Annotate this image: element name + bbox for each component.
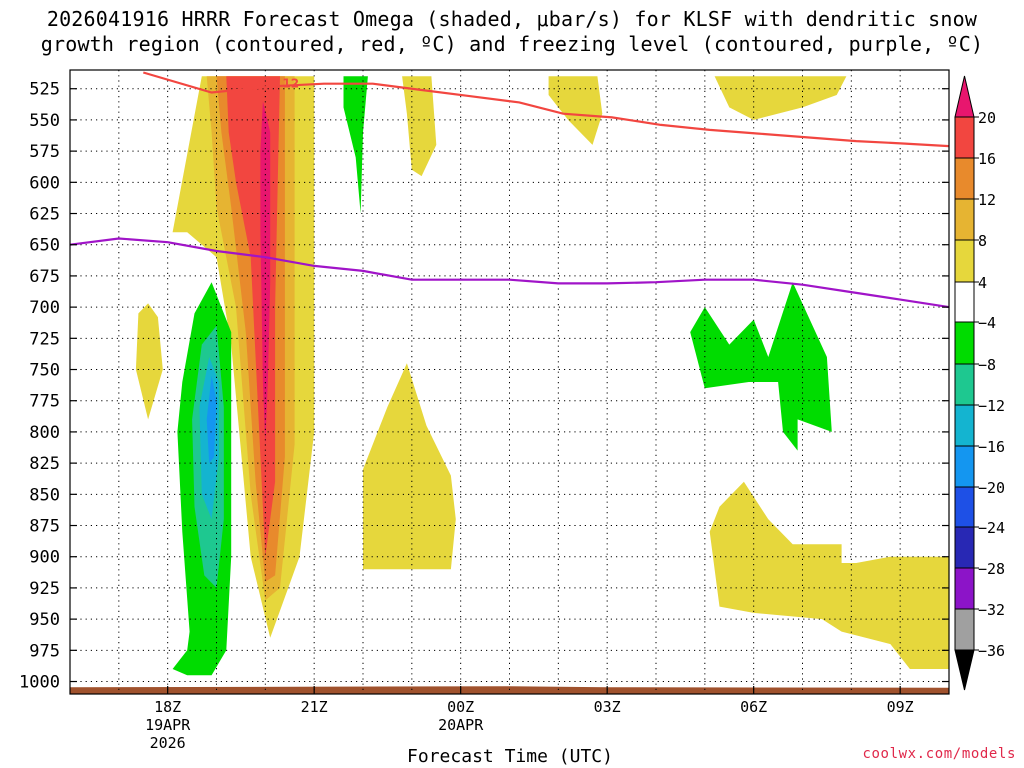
y-tick-label: 575 xyxy=(29,142,60,162)
ground-surface xyxy=(70,686,949,694)
x-tick-label: 00Z xyxy=(447,698,474,716)
y-tick-label: 1000 xyxy=(19,673,60,693)
contour-lines: 12 xyxy=(70,71,949,309)
colorbar-label: 4 xyxy=(978,274,987,292)
y-tick-label: 700 xyxy=(29,298,60,318)
plot-frame xyxy=(69,69,950,695)
colorbar-label: 8 xyxy=(978,232,987,250)
colorbar-band xyxy=(954,198,975,241)
colorbar-band-bottom xyxy=(954,649,975,691)
freezing-level-contour xyxy=(70,237,949,309)
colorbar-band-top xyxy=(954,75,975,118)
ground-layer xyxy=(70,686,949,694)
colorbar-band xyxy=(954,281,975,323)
x-tick-year-label: 2026 xyxy=(150,734,186,752)
x-tick-label: 09Z xyxy=(887,698,914,716)
colorbar-label: −20 xyxy=(978,479,1005,497)
x-tick-label: 06Z xyxy=(740,698,767,716)
x-tick-date-label: 19APR xyxy=(145,716,191,734)
colorbar-label: −16 xyxy=(978,438,1005,456)
y-tick-label: 975 xyxy=(29,641,60,661)
omega-region-lightblue-11 xyxy=(206,375,217,464)
colorbar-label: −32 xyxy=(978,601,1005,619)
y-axis: 525 550 575 600 625 650 675 700 725 750 775 800 825 8… xyxy=(19,80,949,693)
colorbar-band xyxy=(954,321,975,365)
y-tick-label: 650 xyxy=(29,236,60,256)
colorbar-label: 16 xyxy=(978,150,996,168)
omega-region-yellow-13 xyxy=(548,76,603,145)
y-tick-label: 725 xyxy=(29,329,60,349)
omega-region-yellow-6 xyxy=(402,76,437,177)
colorbar-band xyxy=(954,526,975,569)
omega-region-yellow-12 xyxy=(363,363,456,570)
x-tick-date-label: 20APR xyxy=(438,716,484,734)
colorbar-label: −8 xyxy=(978,356,996,374)
colorbar-label: −28 xyxy=(978,560,1005,578)
y-tick-label: 550 xyxy=(29,111,60,131)
y-tick-label: 825 xyxy=(29,454,60,474)
y-tick-label: 775 xyxy=(29,392,60,412)
colorbar-band xyxy=(954,567,975,610)
omega-region-green-15 xyxy=(690,282,832,451)
y-tick-label: 600 xyxy=(29,173,60,193)
x-tick-label: 21Z xyxy=(301,698,328,716)
colorbar-label: 20 xyxy=(978,109,996,127)
y-tick-label: 925 xyxy=(29,579,60,599)
colorbar-band xyxy=(954,116,975,159)
colorbar-band xyxy=(954,239,975,283)
dgz-contour-label: 12 xyxy=(282,77,299,91)
colorbar-band xyxy=(954,404,975,447)
y-tick-label: 675 xyxy=(29,267,60,287)
y-tick-label: 950 xyxy=(29,610,60,630)
colorbar-band xyxy=(954,363,975,406)
dendritic-growth-contour xyxy=(142,71,949,148)
colorbar-label: −24 xyxy=(978,519,1005,537)
colorbar-band xyxy=(954,608,975,651)
y-tick-label: 850 xyxy=(29,485,60,505)
y-tick-label: 900 xyxy=(29,548,60,568)
chart-title-line-1: 2026041916 HRRR Forecast Omega (shaded, … xyxy=(46,7,978,31)
x-axis-label: Forecast Time (UTC) xyxy=(407,746,613,767)
omega-region-yellow-7 xyxy=(135,303,163,420)
colorbar-band xyxy=(954,445,975,488)
omega-region-yellow-16 xyxy=(709,481,949,669)
colorbar: 20 16 12 8 4 −4 −8 −12 −16 −20 −24 −28 −32 −36 xyxy=(954,75,1005,691)
omega-region-green-5 xyxy=(343,76,368,214)
y-tick-label: 800 xyxy=(29,423,60,443)
y-tick-label: 875 xyxy=(29,517,60,537)
colorbar-label: −4 xyxy=(978,314,996,332)
colorbar-label: 12 xyxy=(978,191,996,209)
x-tick-label: 03Z xyxy=(594,698,621,716)
colorbar-band xyxy=(954,486,975,528)
y-tick-label: 625 xyxy=(29,205,60,225)
colorbar-band xyxy=(954,157,975,200)
colorbar-label: −36 xyxy=(978,642,1005,660)
x-tick-label: 18Z xyxy=(154,698,181,716)
colorbar-label: −12 xyxy=(978,397,1005,415)
omega-region-yellow-14 xyxy=(714,76,847,120)
omega-shaded-regions xyxy=(135,76,949,676)
grid-lines xyxy=(70,70,949,694)
y-tick-label: 750 xyxy=(29,361,60,381)
credit-text: coolwx.com/models xyxy=(862,746,1016,762)
chart-title-line-2: growth region (contoured, red, ºC) and f… xyxy=(40,32,984,56)
y-tick-label: 525 xyxy=(29,80,60,100)
